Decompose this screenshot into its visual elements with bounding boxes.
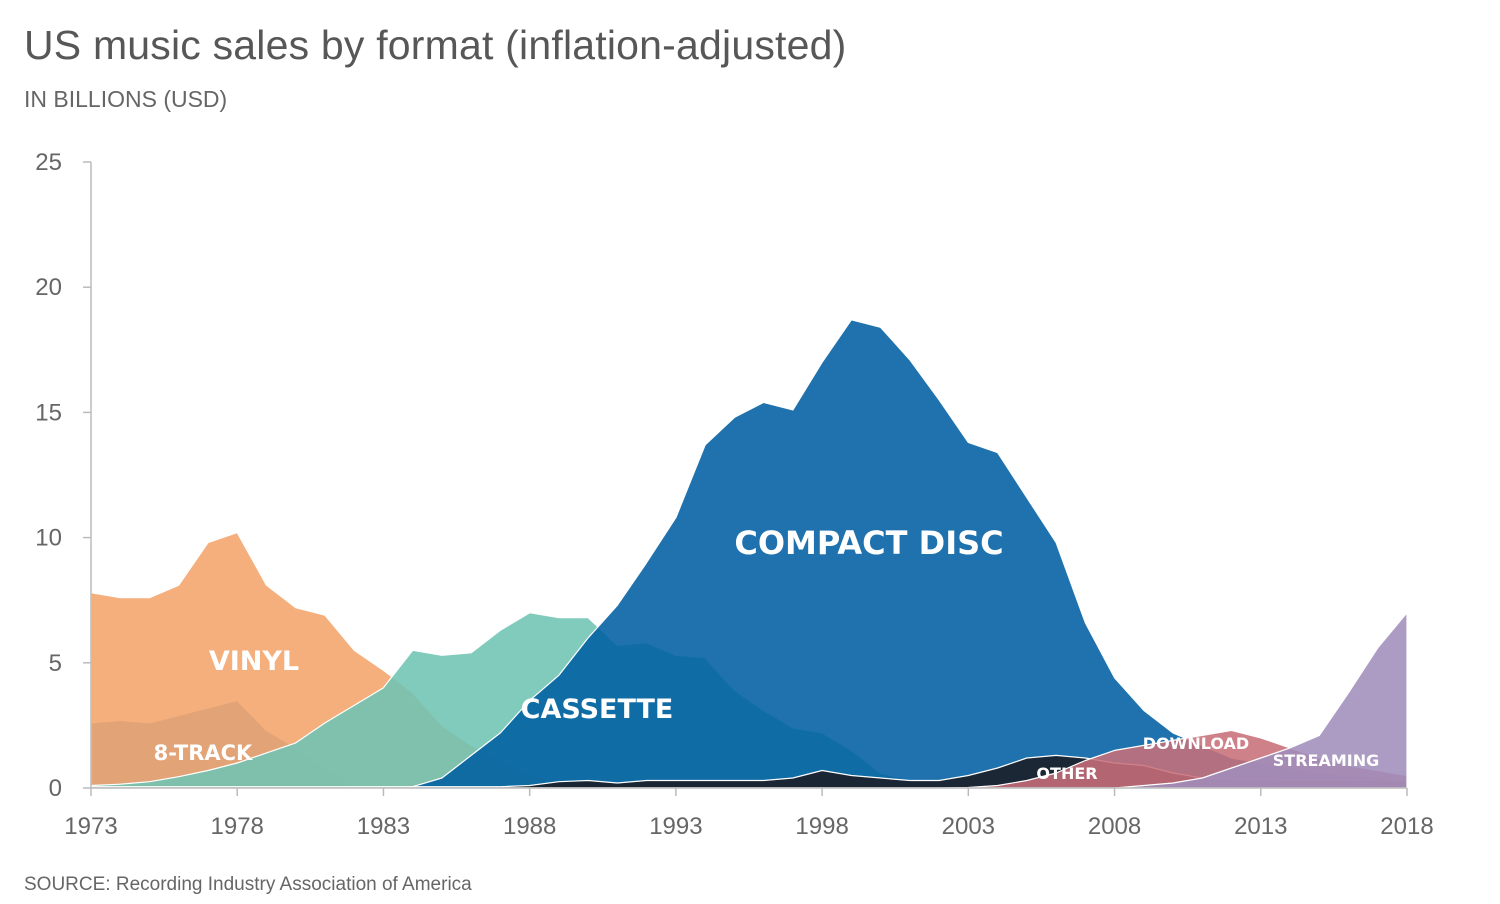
y-tick-label: 5 <box>49 650 62 677</box>
source-note: SOURCE: Recording Industry Association o… <box>24 874 472 895</box>
chart-subtitle: IN BILLIONS (USD) <box>24 86 228 112</box>
series-areas <box>90 319 1408 789</box>
x-tick-label: 1998 <box>795 813 848 840</box>
x-tick-label: 1988 <box>503 813 556 840</box>
x-tick-label: 1983 <box>357 813 410 840</box>
y-tick-label: 15 <box>35 399 62 426</box>
series-label-8-track: 8-TRACK <box>154 741 253 765</box>
y-tick-label: 20 <box>35 274 62 301</box>
x-tick-label: 1973 <box>64 813 117 840</box>
series-label-cassette: CASSETTE <box>521 694 674 725</box>
x-tick-label: 2018 <box>1380 813 1433 840</box>
x-tick-label: 1978 <box>211 813 264 840</box>
series-label-other: OTHER <box>1036 764 1097 783</box>
series-label-streaming: STREAMING <box>1273 751 1379 770</box>
series-labels: 8-TRACK VINYL CASSETTE COMPACT DISC OTHER DOW… <box>154 524 1380 783</box>
y-tick-label: 10 <box>35 525 62 552</box>
x-tick-label: 1993 <box>649 813 702 840</box>
series-label-vinyl: VINYL <box>209 646 299 677</box>
x-tick-label: 2008 <box>1088 813 1141 840</box>
series-label-compact-disc: COMPACT DISC <box>734 524 1003 562</box>
x-tick-label: 2013 <box>1234 813 1287 840</box>
y-tick-label: 0 <box>49 775 62 802</box>
axes: 0 5 10 15 20 25 1973 1978 1983 1988 1993 1998 2003 20… <box>35 149 1433 840</box>
y-tick-label: 25 <box>35 149 62 176</box>
x-tick-label: 2003 <box>942 813 995 840</box>
series-label-download: DOWNLOAD <box>1143 734 1249 753</box>
chart-title: US music sales by format (inflation-adju… <box>24 22 847 68</box>
